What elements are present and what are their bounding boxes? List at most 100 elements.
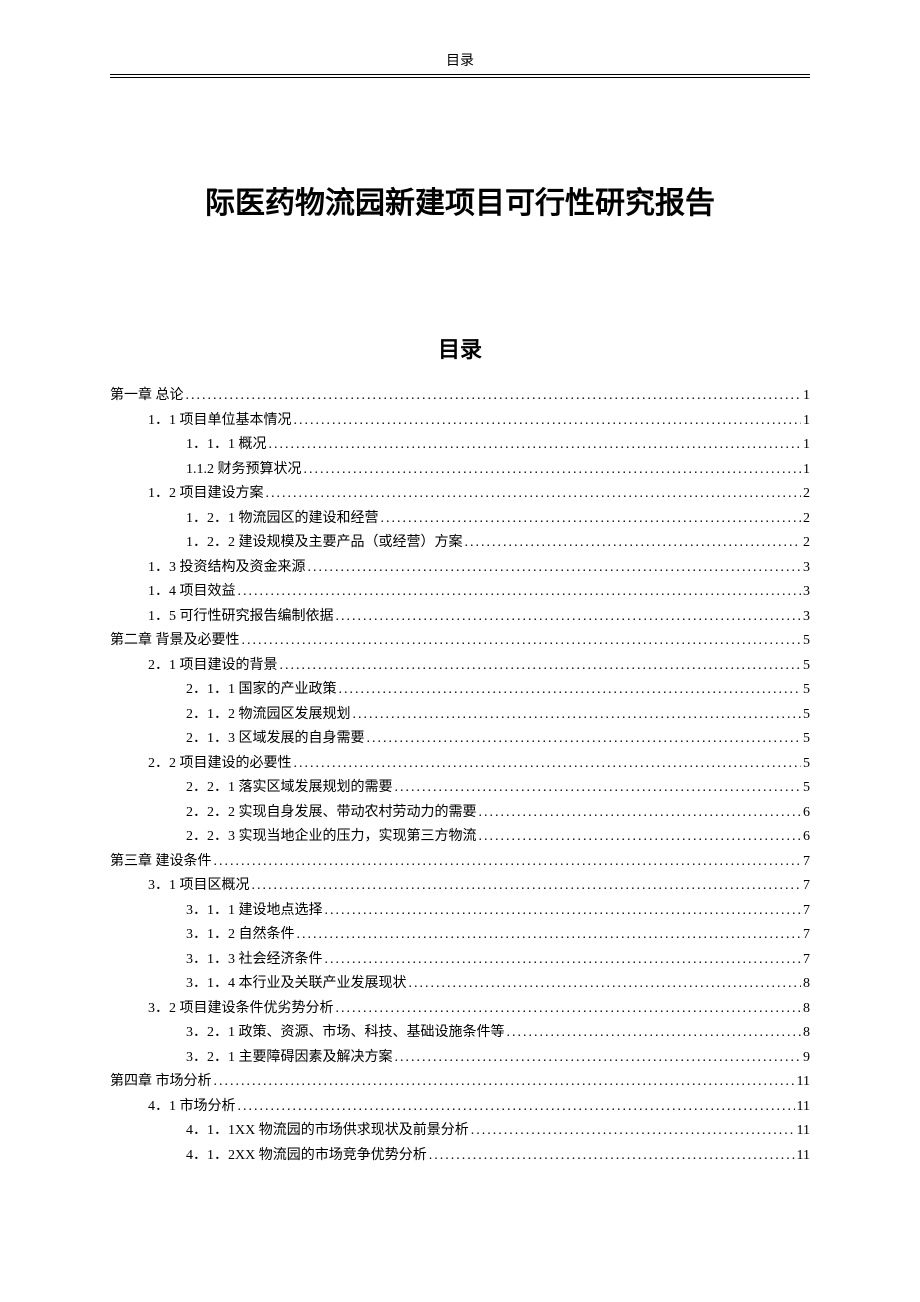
- toc-leader-dots: [297, 923, 802, 948]
- toc-entry-page: 5: [803, 727, 810, 752]
- toc-entry: 1．2．2 建设规模及主要产品（或经营）方案2: [110, 531, 810, 556]
- toc-entry-page: 1: [803, 433, 810, 458]
- toc-entry: 1．1 项目单位基本情况1: [110, 409, 810, 434]
- toc-leader-dots: [381, 507, 802, 532]
- toc-entry: 3．1 项目区概况 7: [110, 874, 810, 899]
- toc-entry: 4．1 市场分析 11: [110, 1095, 810, 1120]
- toc-entry-label: 第一章 总论: [110, 384, 184, 409]
- toc-entry: 2．1．2 物流园区发展规划5: [110, 703, 810, 728]
- toc-leader-dots: [308, 556, 802, 581]
- header-underline: [110, 77, 810, 78]
- toc-leader-dots: [395, 776, 802, 801]
- toc-entry-label: 1．1．1 概况: [186, 433, 267, 458]
- toc-entry-label: 3．2．1 政策、资源、市场、科技、基础设施条件等: [186, 1021, 505, 1046]
- toc-entry-label: 1．2 项目建设方案: [148, 482, 264, 507]
- toc-entry-label: 2．1．1 国家的产业政策: [186, 678, 337, 703]
- toc-entry-page: 8: [803, 972, 810, 997]
- toc-entry-label: 3．1．2 自然条件: [186, 923, 295, 948]
- toc-leader-dots: [429, 1144, 795, 1169]
- toc-entry-label: 第三章 建设条件: [110, 850, 212, 875]
- toc-leader-dots: [507, 1021, 802, 1046]
- toc-entry-page: 3: [803, 556, 810, 581]
- toc-entry: 1.1.2 财务预算状况 1: [110, 458, 810, 483]
- table-of-contents: 第一章 总论11．1 项目单位基本情况11．1．1 概况11.1.2 财务预算状…: [110, 384, 810, 1168]
- toc-entry-label: 2．1．3 区域发展的自身需要: [186, 727, 365, 752]
- toc-entry: 第一章 总论 1: [110, 384, 810, 409]
- toc-entry-label: 3．1 项目区概况: [148, 874, 250, 899]
- toc-leader-dots: [409, 972, 802, 997]
- toc-entry: 3．2 项目建设条件优劣势分析8: [110, 997, 810, 1022]
- toc-leader-dots: [325, 899, 802, 924]
- toc-leader-dots: [266, 482, 802, 507]
- toc-entry: 1．1．1 概况 1: [110, 433, 810, 458]
- toc-entry-label: 2．1 项目建设的背景: [148, 654, 278, 679]
- page-header-label: 目录: [110, 50, 810, 75]
- toc-entry-page: 5: [803, 752, 810, 777]
- toc-leader-dots: [252, 874, 802, 899]
- toc-entry: 第二章 背景及必要性5: [110, 629, 810, 654]
- toc-entry-label: 第四章 市场分析: [110, 1070, 212, 1095]
- toc-entry-label: 3．2 项目建设条件优劣势分析: [148, 997, 334, 1022]
- toc-entry-page: 6: [803, 825, 810, 850]
- toc-entry-page: 2: [803, 531, 810, 556]
- toc-leader-dots: [336, 997, 802, 1022]
- toc-entry: 4．1．2XX 物流园的市场竞争优势分析11: [110, 1144, 810, 1169]
- toc-entry-label: 1.1.2 财务预算状况: [186, 458, 302, 483]
- toc-entry-page: 3: [803, 605, 810, 630]
- toc-entry: 3．1．1 建设地点选择 7: [110, 899, 810, 924]
- toc-leader-dots: [479, 825, 802, 850]
- toc-entry: 3．1．2 自然条件 7: [110, 923, 810, 948]
- toc-leader-dots: [471, 1119, 795, 1144]
- toc-entry-page: 7: [803, 923, 810, 948]
- toc-entry: 第三章 建设条件7: [110, 850, 810, 875]
- toc-entry-page: 5: [803, 776, 810, 801]
- toc-entry-label: 4．1 市场分析: [148, 1095, 236, 1120]
- toc-entry: 1．4 项目效益3: [110, 580, 810, 605]
- toc-entry-page: 1: [803, 458, 810, 483]
- toc-entry-page: 11: [797, 1144, 810, 1169]
- toc-leader-dots: [336, 605, 802, 630]
- toc-entry-label: 3．1．1 建设地点选择: [186, 899, 323, 924]
- toc-entry: 2．2．2 实现自身发展、带动农村劳动力的需要6: [110, 801, 810, 826]
- toc-leader-dots: [238, 580, 802, 605]
- toc-entry: 2．1 项目建设的背景 5: [110, 654, 810, 679]
- toc-entry-label: 3．1．3 社会经济条件: [186, 948, 323, 973]
- toc-entry-label: 2．2 项目建设的必要性: [148, 752, 292, 777]
- toc-entry-page: 5: [803, 654, 810, 679]
- toc-entry-page: 11: [797, 1095, 810, 1120]
- toc-entry-page: 1: [803, 409, 810, 434]
- toc-entry-label: 1．3 投资结构及资金来源: [148, 556, 306, 581]
- toc-leader-dots: [294, 752, 802, 777]
- toc-leader-dots: [186, 384, 802, 409]
- toc-entry-label: 2．2．1 落实区域发展规划的需要: [186, 776, 393, 801]
- toc-entry: 4．1．1XX 物流园的市场供求现状及前景分析11: [110, 1119, 810, 1144]
- toc-entry: 2．2．1 落实区域发展规划的需要 5: [110, 776, 810, 801]
- toc-entry: 1．3 投资结构及资金来源 3: [110, 556, 810, 581]
- toc-entry-page: 1: [803, 384, 810, 409]
- toc-leader-dots: [280, 654, 802, 679]
- toc-entry-page: 7: [803, 874, 810, 899]
- toc-entry-label: 2．2．2 实现自身发展、带动农村劳动力的需要: [186, 801, 477, 826]
- toc-leader-dots: [214, 1070, 795, 1095]
- toc-entry: 3．2．1 主要障碍因素及解决方案9: [110, 1046, 810, 1071]
- toc-entry-label: 第二章 背景及必要性: [110, 629, 240, 654]
- toc-entry: 3．1．3 社会经济条件7: [110, 948, 810, 973]
- toc-entry: 3．1．4 本行业及关联产业发展现状8: [110, 972, 810, 997]
- toc-entry: 2．1．1 国家的产业政策5: [110, 678, 810, 703]
- toc-leader-dots: [395, 1046, 802, 1071]
- toc-entry-page: 9: [803, 1046, 810, 1071]
- toc-entry: 3．2．1 政策、资源、市场、科技、基础设施条件等8: [110, 1021, 810, 1046]
- toc-entry-page: 5: [803, 703, 810, 728]
- toc-entry-page: 7: [803, 899, 810, 924]
- toc-entry: 1．2 项目建设方案2: [110, 482, 810, 507]
- toc-leader-dots: [214, 850, 802, 875]
- toc-leader-dots: [294, 409, 802, 434]
- toc-leader-dots: [367, 727, 802, 752]
- toc-leader-dots: [304, 458, 802, 483]
- toc-entry-page: 3: [803, 580, 810, 605]
- toc-leader-dots: [325, 948, 802, 973]
- toc-entry: 2．2．3 实现当地企业的压力，实现第三方物流6: [110, 825, 810, 850]
- toc-leader-dots: [238, 1095, 795, 1120]
- toc-leader-dots: [339, 678, 802, 703]
- toc-leader-dots: [465, 531, 802, 556]
